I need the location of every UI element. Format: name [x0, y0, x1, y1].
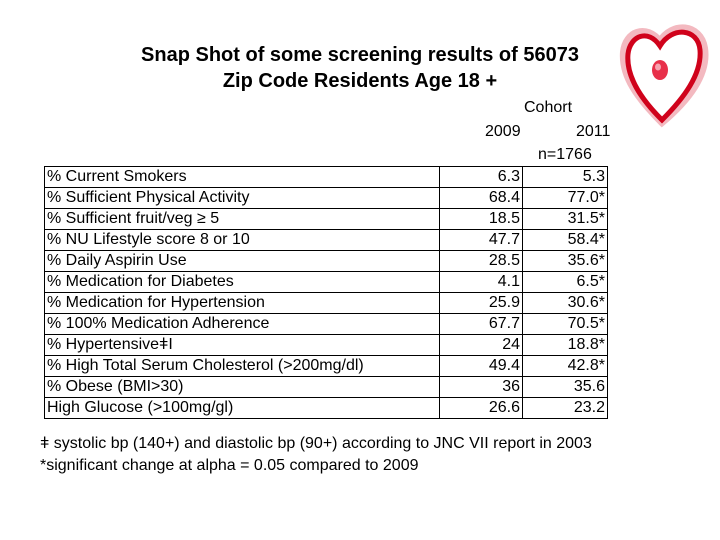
header-n: n=1766 [538, 146, 592, 163]
table-row: % NU Lifestyle score 8 or 10 47.7 58.4* [44, 229, 608, 251]
value-2009: 36 [439, 376, 523, 398]
row-label: % Sufficient fruit/veg ≥ 5 [44, 208, 440, 230]
table-row: % 100% Medication Adherence 67.7 70.5* [44, 313, 608, 335]
row-label: % 100% Medication Adherence [44, 313, 440, 335]
value-2009: 24 [439, 334, 523, 356]
row-label: High Glucose (>100mg/gl) [44, 397, 440, 419]
value-2011: 30.6* [522, 292, 608, 314]
page-title: Snap Shot of some screening results of 5… [60, 42, 660, 94]
value-2011: 31.5* [522, 208, 608, 230]
row-label: % Medication for Hypertension [44, 292, 440, 314]
value-2011: 23.2 [522, 397, 608, 419]
value-2011: 42.8* [522, 355, 608, 377]
table-row: % Obese (BMI>30) 36 35.6 [44, 376, 608, 398]
heart-dot [652, 60, 668, 80]
value-2009: 47.7 [439, 229, 523, 251]
title-line-2: Zip Code Residents Age 18 + [222, 70, 498, 92]
row-label: % Current Smokers [44, 166, 440, 188]
value-2009: 49.4 [439, 355, 523, 377]
title-line-1: Snap Shot of some screening results of 5… [141, 44, 579, 66]
row-label: % NU Lifestyle score 8 or 10 [44, 229, 440, 251]
value-2009: 18.5 [439, 208, 523, 230]
heart-outline [625, 29, 703, 124]
results-table-body: % Current Smokers 6.3 5.3% Sufficient Phys… [44, 166, 608, 419]
value-2011: 77.0* [522, 187, 608, 209]
value-2011: 6.5* [522, 271, 608, 293]
footnote-bp: ǂ systolic bp (140+) and diastolic bp (9… [40, 435, 592, 452]
header-year-2011: 2011 [576, 123, 611, 140]
footnote-significance: *significant change at alpha = 0.05 comp… [40, 457, 419, 474]
row-label: % HypertensiveǂI [44, 334, 440, 356]
header-cohort: Cohort [524, 99, 573, 116]
row-label: % Medication for Diabetes [44, 271, 440, 293]
table-row: % Current Smokers 6.3 5.3 [44, 166, 608, 188]
results-table: % Current Smokers 6.3 5.3% Sufficient Phys… [44, 166, 608, 419]
value-2011: 58.4* [522, 229, 608, 251]
row-label: % Daily Aspirin Use [44, 250, 440, 272]
value-2011: 5.3 [522, 166, 608, 188]
value-2011: 35.6 [522, 376, 608, 398]
value-2009: 4.1 [439, 271, 523, 293]
row-label: % Sufficient Physical Activity [44, 187, 440, 209]
row-label: % Obese (BMI>30) [44, 376, 440, 398]
table-row: % Daily Aspirin Use 28.5 35.6* [44, 250, 608, 272]
table-row: % Sufficient Physical Activity 68.4 77.0* [44, 187, 608, 209]
value-2009: 6.3 [439, 166, 523, 188]
value-2009: 26.6 [439, 397, 523, 419]
table-row: % Medication for Hypertension 25.9 30.6* [44, 292, 608, 314]
table-row: % Medication for Diabetes 4.1 6.5* [44, 271, 608, 293]
table-row: % Sufficient fruit/veg ≥ 5 18.5 31.5* [44, 208, 608, 230]
header-year-2009: 2009 [485, 123, 521, 140]
row-label: % High Total Serum Cholesterol (>200mg/d… [44, 355, 440, 377]
table-row: % High Total Serum Cholesterol (>200mg/d… [44, 355, 608, 377]
table-row: High Glucose (>100mg/gl) 26.6 23.2 [44, 397, 608, 419]
value-2009: 67.7 [439, 313, 523, 335]
value-2011: 35.6* [522, 250, 608, 272]
value-2009: 68.4 [439, 187, 523, 209]
heart-logo-icon [619, 24, 709, 128]
value-2009: 25.9 [439, 292, 523, 314]
heart-dot-highlight [655, 63, 661, 71]
value-2009: 28.5 [439, 250, 523, 272]
value-2011: 18.8* [522, 334, 608, 356]
table-row: % HypertensiveǂI 24 18.8* [44, 334, 608, 356]
value-2011: 70.5* [522, 313, 608, 335]
